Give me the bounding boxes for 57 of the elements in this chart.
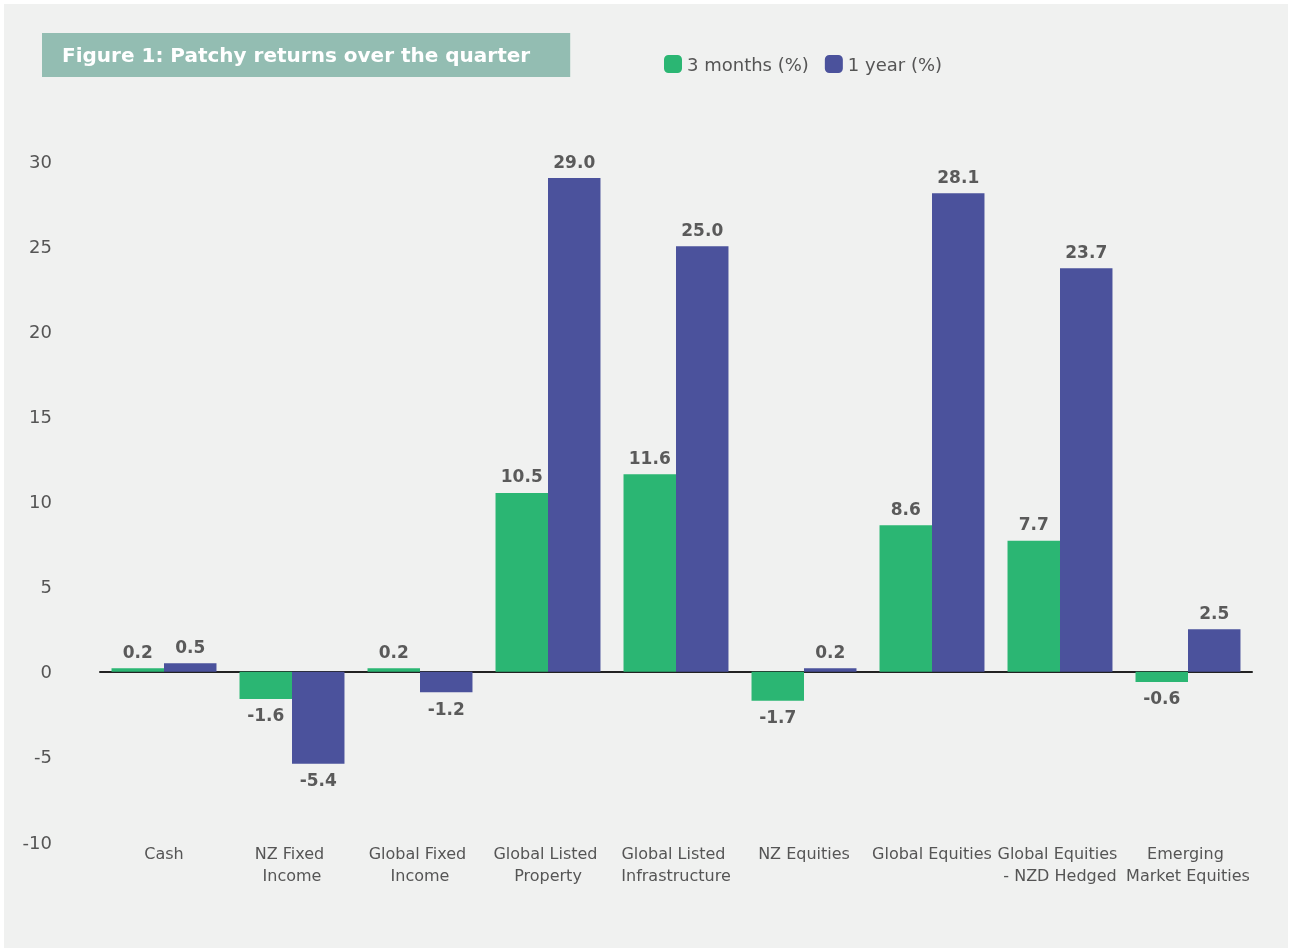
data-label: 0.5 <box>175 636 206 657</box>
y-tick-label: 30 <box>29 150 52 172</box>
bar <box>292 671 345 764</box>
data-label: -5.4 <box>299 770 337 791</box>
bar <box>676 246 729 672</box>
bar <box>1188 629 1241 672</box>
x-tick-label: Cash <box>144 843 184 863</box>
y-tick-label: 25 <box>29 235 52 257</box>
data-label: 7.7 <box>1018 514 1049 535</box>
bar <box>1060 268 1113 672</box>
bar <box>548 178 601 672</box>
data-label: -1.6 <box>247 705 285 726</box>
bar <box>623 474 676 672</box>
data-label: -0.6 <box>1143 688 1181 709</box>
data-label: -1.2 <box>427 698 465 719</box>
data-label: 8.6 <box>890 498 921 519</box>
x-tick-label: Global Fixed Income <box>368 843 472 885</box>
data-label: 11.6 <box>628 447 671 468</box>
bar <box>1007 540 1060 672</box>
legend-label: 3 months (%) <box>687 53 809 75</box>
x-tick-label: Global Listed Infrastructure <box>621 843 731 885</box>
bar <box>1135 671 1188 682</box>
x-tick-label: NZ Equities <box>758 843 850 863</box>
legend-label: 1 year (%) <box>847 53 943 75</box>
data-label: 28.1 <box>937 166 980 187</box>
bar <box>420 671 473 693</box>
data-label: -1.7 <box>759 707 797 728</box>
data-label: 0.2 <box>815 641 846 662</box>
bar <box>804 668 857 672</box>
x-tick-label: Global Equities <box>872 843 992 863</box>
data-label: 10.5 <box>500 466 543 487</box>
y-tick-label: 0 <box>40 661 52 683</box>
bar <box>367 668 420 672</box>
y-tick-label: 15 <box>29 405 52 427</box>
bar <box>879 525 932 672</box>
bar <box>239 671 292 699</box>
data-label: 23.7 <box>1065 241 1108 262</box>
data-label: 29.0 <box>553 151 596 172</box>
x-tick-label: Emerging Market Equities <box>1126 843 1250 885</box>
bar <box>495 492 548 672</box>
y-tick-label: 10 <box>29 491 52 512</box>
y-tick-label: -10 <box>22 831 52 853</box>
data-label: 0.2 <box>378 641 409 662</box>
x-tick-label: Global Listed Property <box>493 843 603 885</box>
y-tick-label: 5 <box>40 576 52 598</box>
bar <box>164 663 217 672</box>
bar <box>932 193 985 672</box>
data-label: 2.5 <box>1199 602 1230 623</box>
data-label: 0.2 <box>122 641 153 662</box>
chart-title: Figure 1: Patchy returns over the quarter <box>62 43 531 67</box>
data-label: 25.0 <box>681 219 724 240</box>
bar <box>751 671 804 701</box>
x-tick-label: Global Equities - NZD Hedged <box>997 843 1123 885</box>
x-tick-label: NZ Fixed Income <box>254 843 330 885</box>
bar <box>111 668 164 672</box>
y-tick-label: 20 <box>29 320 52 342</box>
y-tick-label: -5 <box>34 746 52 768</box>
